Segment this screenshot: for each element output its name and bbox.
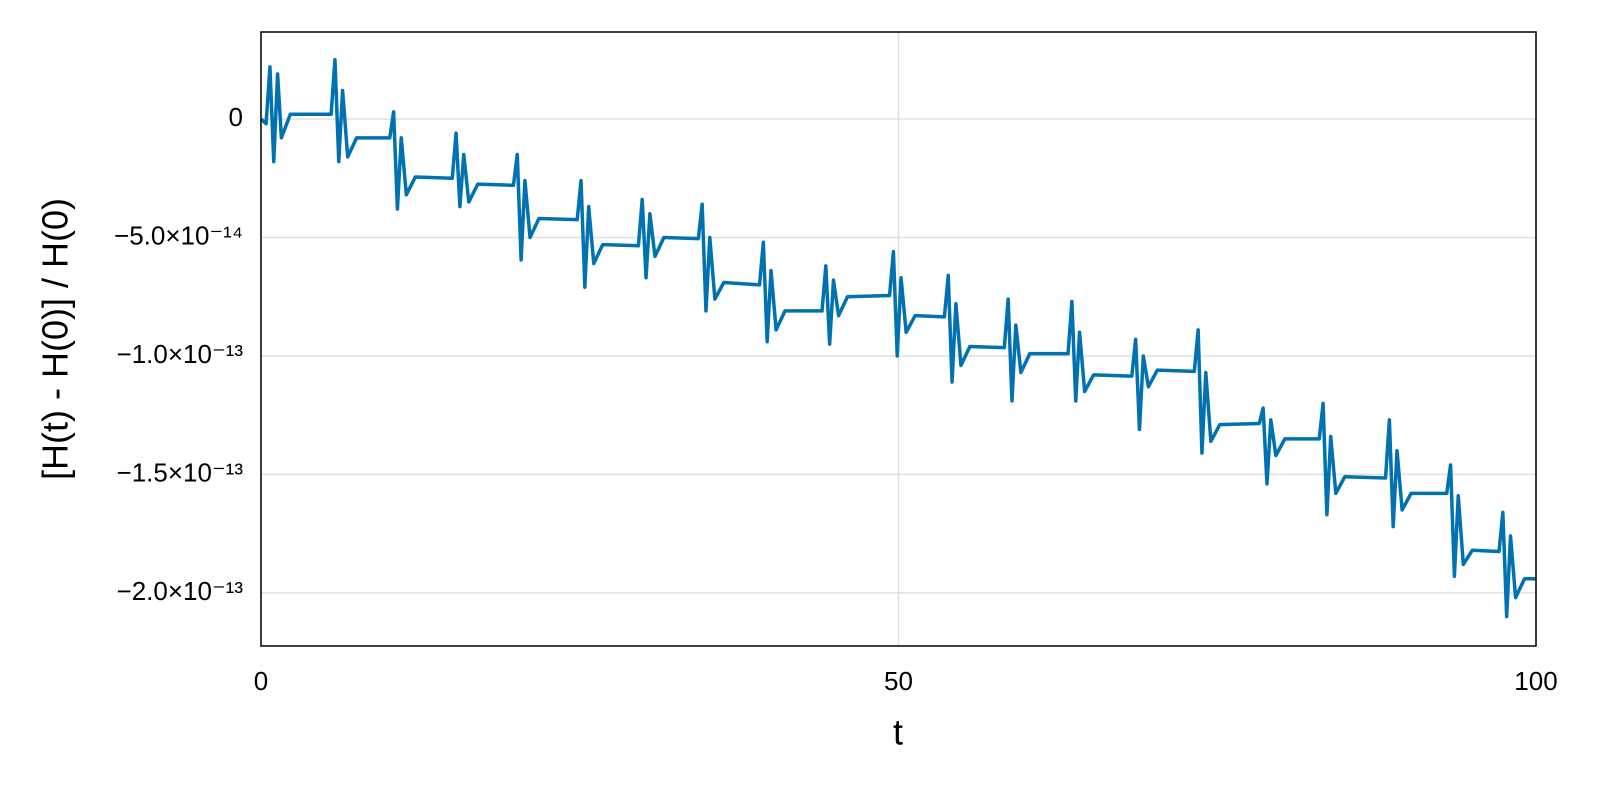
x-axis-title: t [893,712,903,753]
plot-frame [260,31,1537,647]
x-tick-label: 0 [254,666,268,696]
x-tick-label: 100 [1514,666,1557,696]
data-line [259,57,1536,619]
y-tick-label: 0 [229,102,243,132]
y-tick-label: −2.0×10⁻¹³ [117,576,244,606]
y-tick-label: −1.0×10⁻¹³ [117,339,244,369]
x-tick-label: 50 [884,666,913,696]
y-axis-title: [H(t) - H(0)] / H(0) [35,198,76,480]
y-tick-label: −1.5×10⁻¹³ [117,457,244,487]
y-tick-label: −5.0×10⁻¹⁴ [114,220,243,250]
